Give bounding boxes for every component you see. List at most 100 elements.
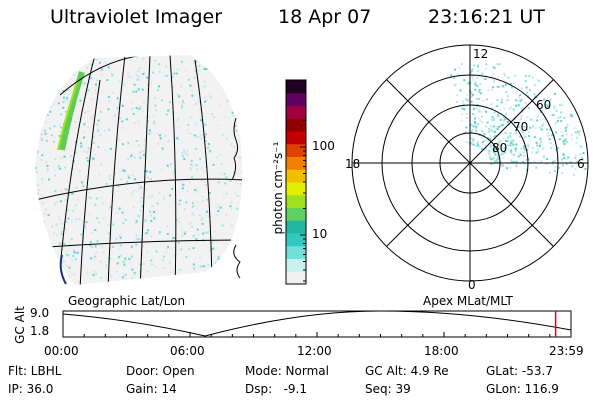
emission-dot	[242, 227, 244, 229]
emission-dot	[514, 131, 517, 134]
emission-dot	[517, 125, 520, 128]
emission-dot	[65, 110, 68, 113]
emission-dot	[509, 142, 512, 145]
emission-dot	[158, 231, 161, 234]
emission-dot	[141, 284, 144, 285]
emission-dot	[202, 180, 205, 183]
emission-dot	[237, 109, 240, 112]
emission-dot	[496, 113, 499, 116]
emission-dot	[131, 173, 134, 176]
emission-dot	[51, 225, 54, 228]
emission-dot	[472, 137, 475, 140]
emission-dot	[67, 89, 70, 92]
emission-dot	[204, 85, 207, 88]
emission-dot	[110, 275, 113, 278]
emission-dot	[536, 147, 539, 150]
emission-dot	[85, 221, 88, 224]
emission-dot	[215, 214, 218, 217]
emission-dot	[133, 178, 136, 181]
emission-dot	[52, 59, 55, 62]
emission-dot	[472, 143, 475, 146]
emission-dot	[524, 80, 527, 83]
emission-dot	[492, 117, 495, 120]
emission-dot	[195, 135, 198, 138]
colorbar-tick-100: 100	[312, 139, 335, 153]
emission-dot	[551, 163, 554, 166]
emission-dot	[145, 250, 148, 253]
emission-dot	[510, 153, 513, 156]
emission-dot	[538, 143, 541, 146]
emission-dot	[57, 69, 60, 72]
emission-dot	[130, 245, 133, 248]
emission-dot	[113, 115, 116, 118]
emission-dot	[561, 164, 564, 167]
emission-dot	[95, 197, 98, 200]
emission-dot	[137, 122, 140, 125]
emission-dot	[50, 134, 53, 137]
emission-dot	[203, 96, 206, 99]
emission-dot	[522, 145, 525, 148]
emission-dot	[66, 56, 69, 59]
emission-dot	[530, 118, 533, 121]
emission-dot	[504, 131, 507, 134]
emission-dot	[60, 126, 63, 129]
emission-dot	[37, 258, 40, 261]
emission-dot	[505, 90, 508, 93]
emission-dot	[571, 115, 574, 118]
emission-dot	[192, 205, 195, 208]
emission-dot	[94, 83, 97, 86]
emission-dot	[234, 55, 237, 58]
emission-dot	[62, 101, 65, 104]
emission-dot	[65, 188, 68, 191]
emission-dot	[80, 142, 83, 145]
emission-dot	[180, 85, 183, 88]
emission-dot	[97, 102, 100, 105]
emission-dot	[173, 255, 176, 258]
emission-dot	[198, 214, 201, 217]
emission-dot	[38, 237, 41, 240]
emission-dot	[60, 82, 63, 85]
emission-dot	[144, 278, 147, 281]
emission-dot	[156, 202, 159, 205]
emission-dot	[92, 141, 95, 144]
emission-dot	[224, 182, 227, 185]
emission-dot	[496, 85, 499, 88]
emission-dot	[474, 88, 477, 91]
emission-dot	[549, 128, 552, 131]
emission-dot	[72, 249, 75, 252]
emission-dot	[60, 233, 63, 236]
polar-label-60: 60	[536, 98, 552, 112]
emission-dot	[38, 71, 41, 74]
emission-dot	[462, 103, 465, 106]
emission-dot	[168, 205, 171, 208]
emission-dot	[95, 251, 98, 254]
emission-dot	[245, 106, 247, 108]
emission-dot	[560, 120, 563, 123]
emission-dot	[116, 189, 119, 192]
colorbar-cell	[286, 105, 306, 119]
emission-dot	[51, 80, 54, 83]
emission-dot	[178, 217, 181, 220]
emission-dot	[212, 163, 215, 166]
emission-dot	[466, 98, 469, 101]
emission-dot	[46, 259, 49, 262]
emission-dot	[93, 153, 96, 156]
emission-dot	[166, 163, 169, 166]
emission-dot	[43, 129, 46, 132]
emission-dot	[115, 270, 118, 273]
emission-dot	[515, 143, 518, 146]
emission-dot	[210, 65, 213, 68]
emission-dot	[177, 126, 180, 129]
emission-dot	[117, 185, 120, 188]
emission-dot	[535, 166, 538, 169]
emission-dot	[485, 63, 488, 66]
emission-dot	[156, 89, 159, 92]
emission-dot	[63, 260, 66, 263]
emission-dot	[110, 72, 113, 75]
emission-dot	[577, 134, 580, 137]
emission-dot	[157, 142, 160, 145]
emission-dot	[105, 264, 108, 267]
emission-dot	[90, 196, 93, 199]
emission-dot	[475, 106, 478, 109]
emission-dot	[487, 137, 490, 140]
